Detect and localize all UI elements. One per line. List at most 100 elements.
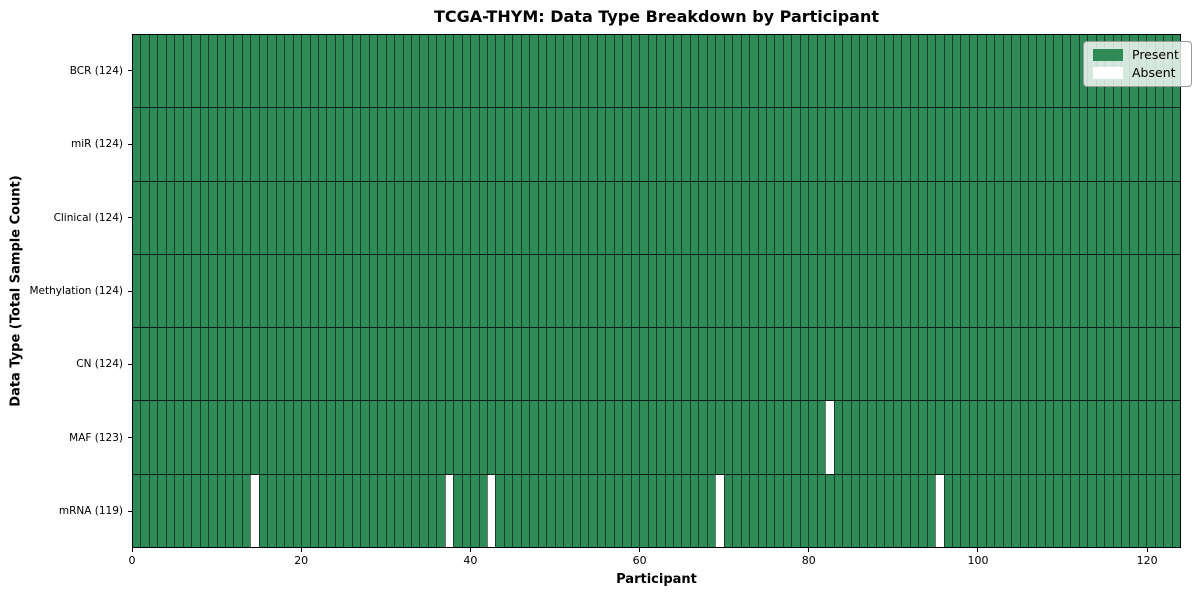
heatmap-cell [478,401,488,474]
heatmap-cell [148,254,158,328]
heatmap-cell [960,181,969,254]
y-tick-label: BCR (124) [69,64,123,77]
heatmap-cell [1137,401,1147,474]
heatmap-cell [487,401,496,474]
heatmap-cell [630,328,640,401]
heatmap-cell [309,35,318,108]
heatmap-cell [368,328,378,401]
heatmap-cell [224,254,234,328]
heatmap-cell [233,108,242,181]
heatmap-cell [1019,254,1029,328]
heatmap-cell [951,328,961,401]
heatmap-cell [216,108,225,181]
heatmap-cell [698,474,707,547]
heatmap-cell [284,35,293,108]
heatmap-cell [782,328,792,401]
heatmap-cell [1087,328,1096,401]
heatmap-cell [1053,254,1062,328]
heatmap-cell [334,181,344,254]
heatmap-cell [901,328,910,401]
heatmap-cell [478,181,488,254]
heatmap-cell [816,401,826,474]
heatmap-cell [453,474,462,547]
heatmap-cell [394,254,403,328]
heatmap-cell [740,254,750,328]
legend: Present Absent [1083,41,1192,87]
heatmap-cell [292,108,302,181]
heatmap-cell [689,401,699,474]
heatmap-cell [605,108,614,181]
heatmap-cell [613,181,623,254]
heatmap-cell [267,474,276,547]
heatmap-cell [740,328,750,401]
heatmap-cell [309,254,318,328]
heatmap-cell [909,254,919,328]
heatmap-cell [774,474,783,547]
heatmap-cell [596,401,606,474]
heatmap-cell [385,35,395,108]
heatmap-cell [799,35,809,108]
heatmap-cell [740,35,750,108]
heatmap-cell [723,35,733,108]
heatmap-cell [377,328,386,401]
heatmap-cell [512,35,521,108]
heatmap-cell [199,474,209,547]
heatmap-cell [1121,401,1130,474]
heatmap-cell [1112,401,1122,474]
heatmap-cell [943,401,952,474]
heatmap-cell [715,254,724,328]
heatmap-cell [867,401,876,474]
heatmap-cell [765,254,775,328]
heatmap-cell [673,254,682,328]
heatmap-cell [875,401,885,474]
heatmap-cell [1154,181,1164,254]
heatmap-cell [1036,181,1045,254]
heatmap-cell [596,328,606,401]
heatmap-cell [1053,35,1062,108]
heatmap-cell [867,181,876,254]
heatmap-cell [148,35,158,108]
heatmap-cell [774,35,783,108]
heatmap-cell [250,254,259,328]
heatmap-cell [588,401,597,474]
heatmap-cell [774,401,783,474]
heatmap-cell [478,35,488,108]
heatmap-cell [317,401,327,474]
heatmap-cell [1053,474,1062,547]
heatmap-cell [241,474,251,547]
heatmap-cell [605,328,614,401]
heatmap-cell [673,35,682,108]
heatmap-cell [774,254,783,328]
heatmap-cell [850,35,859,108]
heatmap-cell [1070,401,1079,474]
heatmap-cell [673,401,682,474]
heatmap-cell [757,108,766,181]
heatmap-cell [317,328,327,401]
heatmap-cell [1171,181,1181,254]
heatmap-cell [960,474,969,547]
heatmap-cell [275,254,285,328]
heatmap-cell [1019,328,1029,401]
heatmap-cell [639,328,648,401]
heatmap-cell [351,328,361,401]
heatmap-cell [444,181,454,254]
heatmap-cell [588,108,597,181]
heatmap-cell [233,401,242,474]
heatmap-cell [647,474,657,547]
heatmap-cell [174,401,183,474]
heatmap-cell [133,181,141,254]
heatmap-cell [926,181,936,254]
heatmap-cell [588,328,597,401]
heatmap-cell [757,181,766,254]
heatmap-cell [664,108,673,181]
heatmap-cell [909,35,919,108]
heatmap-cell [182,35,192,108]
heatmap-cell [1121,474,1130,547]
heatmap-cell [884,181,893,254]
heatmap-cell [791,401,800,474]
heatmap-cell [165,108,175,181]
heatmap-cell [334,108,344,181]
heatmap-cell [1104,254,1113,328]
heatmap-cell [681,181,690,254]
heatmap-cell [394,474,403,547]
